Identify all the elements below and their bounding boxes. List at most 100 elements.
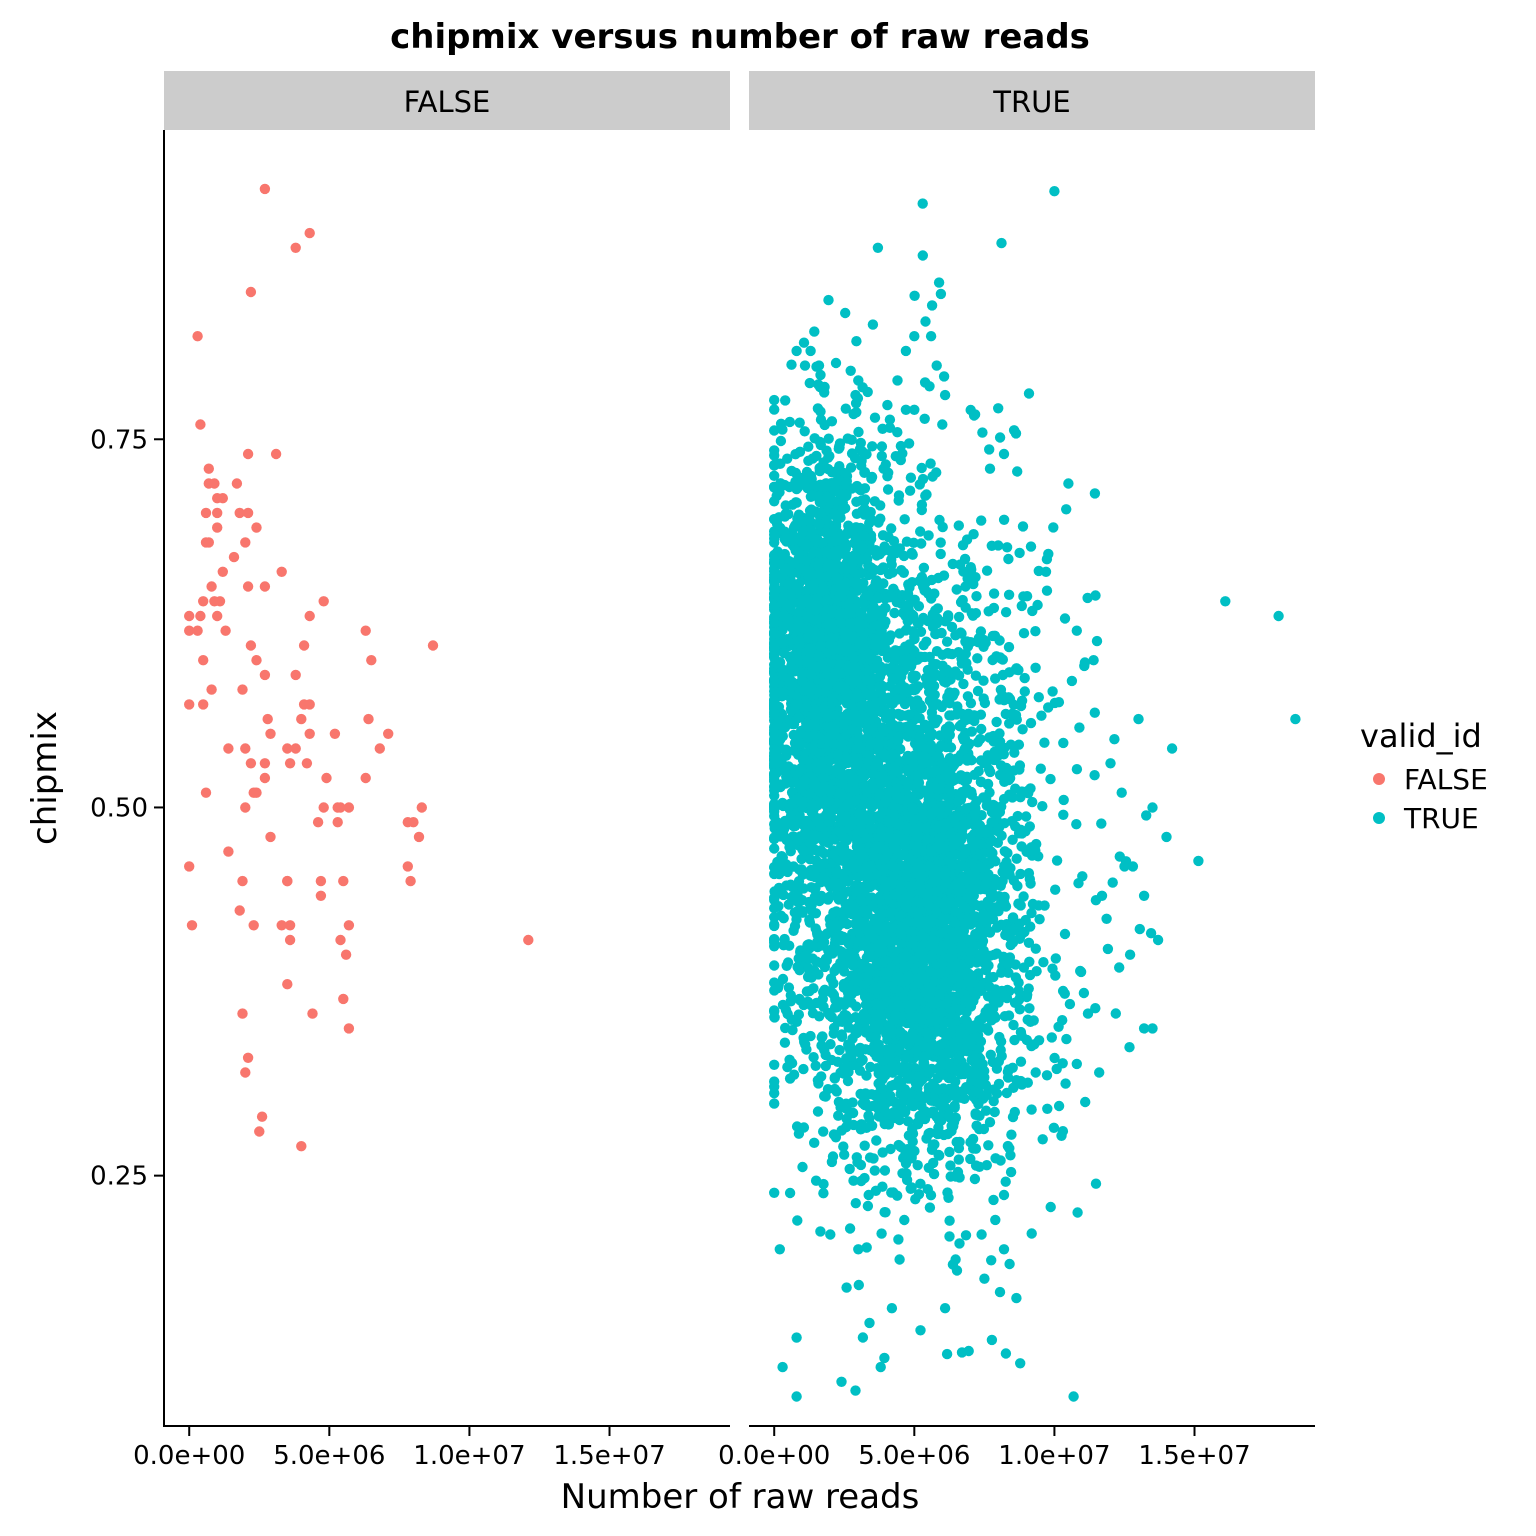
data-point <box>1071 1058 1083 1070</box>
data-point <box>769 600 780 611</box>
data-point <box>363 713 374 725</box>
data-point <box>925 458 936 469</box>
data-point <box>784 1187 796 1199</box>
data-point <box>851 508 863 519</box>
data-point <box>256 1111 268 1122</box>
data-point <box>803 455 814 466</box>
data-point <box>803 441 814 452</box>
data-point <box>894 1254 905 1265</box>
data-point <box>794 607 805 618</box>
data-point <box>282 979 293 990</box>
data-point <box>242 581 254 592</box>
data-point <box>265 831 276 843</box>
data-point <box>769 459 780 471</box>
data-point <box>192 331 203 342</box>
data-point <box>879 1352 890 1364</box>
data-point <box>840 403 851 414</box>
data-point <box>809 326 820 337</box>
x-ticks-false: 0.0e+00 5.0e+06 1.0e+07 1.5e+07 <box>133 1426 666 1471</box>
data-point <box>769 496 780 507</box>
facet-strip-true <box>749 71 1315 130</box>
data-point <box>794 667 806 678</box>
data-point <box>816 481 827 492</box>
data-point <box>902 1116 914 1127</box>
data-point <box>184 625 195 636</box>
data-point <box>769 843 780 854</box>
data-point <box>338 993 349 1005</box>
data-point <box>360 772 371 784</box>
data-point <box>829 1083 840 1095</box>
data-point <box>259 581 271 592</box>
data-point <box>777 424 788 435</box>
data-point <box>885 1143 896 1155</box>
data-point <box>806 473 817 485</box>
data-point <box>340 949 352 960</box>
data-point <box>206 684 217 695</box>
data-point <box>790 449 801 460</box>
data-point <box>844 1223 856 1234</box>
data-point <box>845 365 856 376</box>
data-point <box>797 526 808 537</box>
data-point <box>195 610 206 622</box>
data-point <box>893 1139 904 1151</box>
data-point <box>195 419 206 430</box>
data-point <box>186 920 198 931</box>
data-point <box>794 417 805 428</box>
data-point <box>820 1091 831 1102</box>
data-point <box>988 588 1000 599</box>
data-point <box>318 802 329 813</box>
data-point <box>825 1039 836 1050</box>
data-point <box>777 687 789 698</box>
data-point <box>779 1037 791 1048</box>
data-point <box>270 448 282 460</box>
data-point <box>971 591 982 602</box>
data-point <box>853 426 864 438</box>
data-point <box>769 912 780 923</box>
data-point <box>918 562 930 573</box>
data-point <box>335 934 346 946</box>
data-point <box>318 596 329 607</box>
data-point <box>877 1147 888 1158</box>
data-point <box>790 745 801 757</box>
data-point <box>786 359 797 370</box>
data-point <box>805 516 816 527</box>
x-tick-label: 1.5e+07 <box>553 1441 665 1471</box>
data-point <box>795 621 806 633</box>
data-point <box>769 394 780 406</box>
data-point <box>343 802 355 813</box>
data-point <box>841 698 853 709</box>
data-point <box>307 1008 318 1019</box>
data-point <box>780 395 791 406</box>
data-point <box>402 817 413 828</box>
data-point <box>315 890 327 901</box>
data-point <box>831 476 842 487</box>
data-point <box>298 640 310 651</box>
data-point <box>284 758 296 769</box>
data-point <box>251 655 262 666</box>
data-point <box>917 473 929 485</box>
data-point <box>796 515 807 526</box>
data-point <box>220 625 231 636</box>
data-point <box>883 568 895 580</box>
data-point <box>304 728 315 739</box>
data-point <box>888 536 900 547</box>
data-point <box>795 563 806 575</box>
data-point <box>262 713 273 725</box>
data-point <box>841 475 852 487</box>
data-point <box>791 483 802 495</box>
x-tick-label: 0.0e+00 <box>133 1441 245 1471</box>
data-point <box>251 522 262 533</box>
data-point <box>240 537 251 548</box>
data-point <box>240 802 251 813</box>
data-point <box>862 1200 874 1212</box>
data-point <box>779 722 791 733</box>
data-point <box>853 1279 864 1291</box>
data-point <box>867 441 878 452</box>
data-point <box>815 414 827 425</box>
data-point <box>200 537 212 548</box>
data-point <box>383 728 394 739</box>
data-point <box>856 1175 867 1187</box>
data-point <box>284 920 296 931</box>
facet-panel-true: TRUE 0.0e+00 5.0e+06 1.0e+07 1.5e+07 <box>718 71 1315 1471</box>
data-point <box>245 286 257 298</box>
